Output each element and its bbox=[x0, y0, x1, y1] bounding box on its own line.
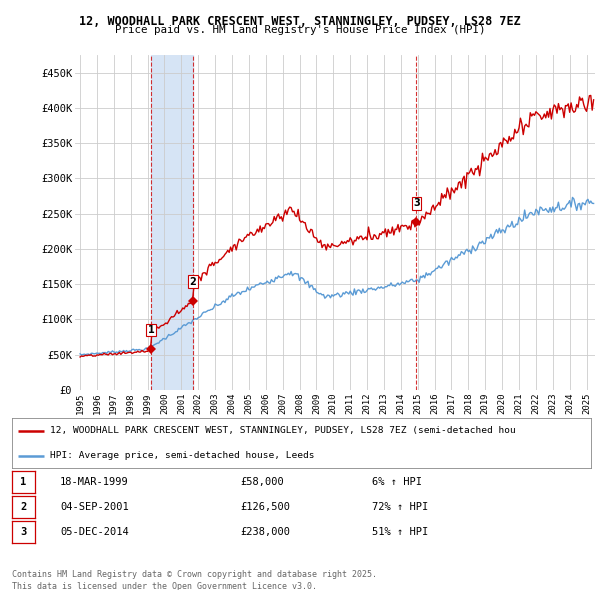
Text: 18-MAR-1999: 18-MAR-1999 bbox=[60, 477, 129, 487]
Text: 04-SEP-2001: 04-SEP-2001 bbox=[60, 502, 129, 512]
Text: 51% ↑ HPI: 51% ↑ HPI bbox=[372, 527, 428, 537]
Text: 05-DEC-2014: 05-DEC-2014 bbox=[60, 527, 129, 537]
Text: 3: 3 bbox=[413, 198, 420, 208]
Text: 72% ↑ HPI: 72% ↑ HPI bbox=[372, 502, 428, 512]
Text: 6% ↑ HPI: 6% ↑ HPI bbox=[372, 477, 422, 487]
Text: Contains HM Land Registry data © Crown copyright and database right 2025.
This d: Contains HM Land Registry data © Crown c… bbox=[12, 570, 377, 590]
Text: 1: 1 bbox=[148, 325, 155, 335]
Text: £238,000: £238,000 bbox=[240, 527, 290, 537]
Text: 12, WOODHALL PARK CRESCENT WEST, STANNINGLEY, PUDSEY, LS28 7EZ (semi-detached ho: 12, WOODHALL PARK CRESCENT WEST, STANNIN… bbox=[50, 426, 515, 435]
Bar bbox=[151, 55, 193, 390]
Text: 2: 2 bbox=[20, 502, 26, 512]
Text: Price paid vs. HM Land Registry's House Price Index (HPI): Price paid vs. HM Land Registry's House … bbox=[115, 25, 485, 35]
Text: 2: 2 bbox=[190, 277, 196, 287]
Text: 12, WOODHALL PARK CRESCENT WEST, STANNINGLEY, PUDSEY, LS28 7EZ: 12, WOODHALL PARK CRESCENT WEST, STANNIN… bbox=[79, 15, 521, 28]
Text: 1: 1 bbox=[20, 477, 26, 487]
Text: £58,000: £58,000 bbox=[240, 477, 284, 487]
Text: HPI: Average price, semi-detached house, Leeds: HPI: Average price, semi-detached house,… bbox=[50, 451, 314, 460]
Text: £126,500: £126,500 bbox=[240, 502, 290, 512]
Text: 3: 3 bbox=[20, 527, 26, 537]
